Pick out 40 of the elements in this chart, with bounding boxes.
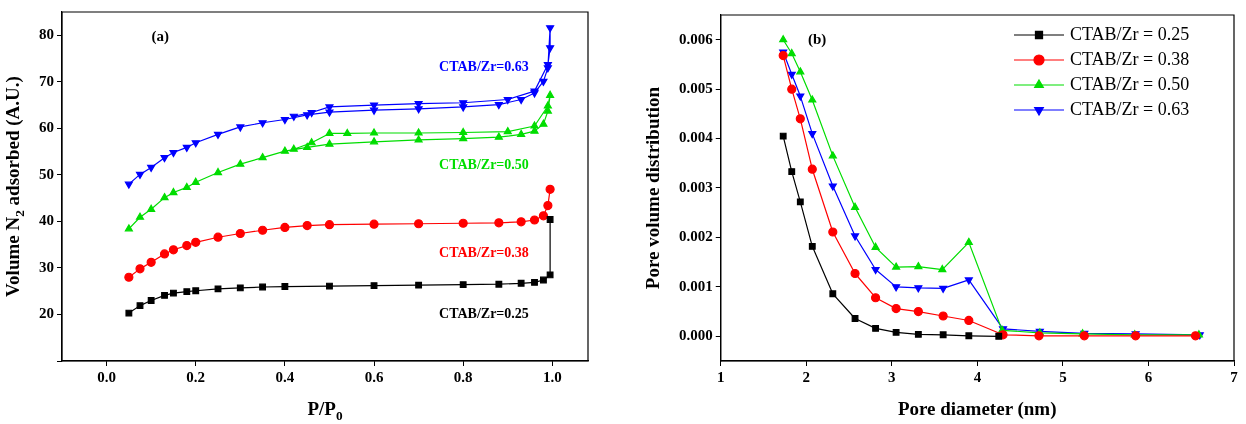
y-tick-label: 0.002	[679, 228, 713, 245]
y-tick-label: 70	[39, 72, 54, 89]
y-tick-label: 0.001	[679, 277, 713, 294]
series-label: CTAB/Zr=0.25	[439, 306, 529, 322]
y-tick-label: 0.005	[679, 80, 713, 97]
series-label: CTAB/Zr=0.63	[439, 58, 529, 74]
x-tick-label: 0.4	[275, 368, 295, 385]
x-tick-label: 7	[1230, 368, 1239, 385]
y-axis-title: Volume N2 adsorbed (A.U.)	[1, 76, 28, 297]
x-tick-label: 0.8	[453, 368, 473, 385]
x-tick-label: 1.0	[542, 368, 562, 385]
x-tick-label: 0.6	[364, 368, 384, 385]
x-tick-label: 2	[802, 368, 811, 385]
y-tick-label: 40	[39, 212, 54, 229]
x-tick-label: 4	[973, 368, 982, 385]
x-tick-label: 5	[1059, 368, 1067, 385]
x-axis-title: Pore diameter (nm)	[897, 397, 1057, 420]
y-tick-label: 0.000	[679, 327, 713, 344]
series-label: CTAB/Zr=0.50	[439, 156, 529, 172]
series-label: CTAB/Zr=0.38	[439, 244, 529, 260]
annotation: (a)	[151, 27, 169, 45]
y-tick-label: 60	[39, 119, 54, 136]
legend-label: CTAB/Zr = 0.63	[1070, 98, 1190, 119]
x-tick-label: 3	[888, 368, 896, 385]
x-tick-label: 1	[717, 368, 725, 385]
y-axis-title: Pore volume distribution	[641, 86, 663, 290]
y-tick-label: 0.006	[679, 30, 714, 47]
legend-label: CTAB/Zr = 0.50	[1070, 73, 1190, 94]
y-tick-label: 30	[39, 258, 54, 275]
y-tick-label: 80	[39, 26, 54, 43]
x-tick-label: 0.2	[186, 368, 206, 385]
legend-label: CTAB/Zr = 0.38	[1070, 48, 1190, 69]
x-tick-label: 0.0	[97, 368, 116, 385]
y-tick-label: 20	[39, 305, 54, 322]
y-tick-label: 0.003	[679, 178, 713, 195]
x-tick-label: 6	[1144, 368, 1153, 385]
annotation: (b)	[808, 30, 827, 48]
y-tick-label: 0.004	[679, 129, 714, 146]
legend-label: CTAB/Zr = 0.25	[1070, 23, 1190, 44]
y-tick-label: 50	[39, 165, 54, 182]
